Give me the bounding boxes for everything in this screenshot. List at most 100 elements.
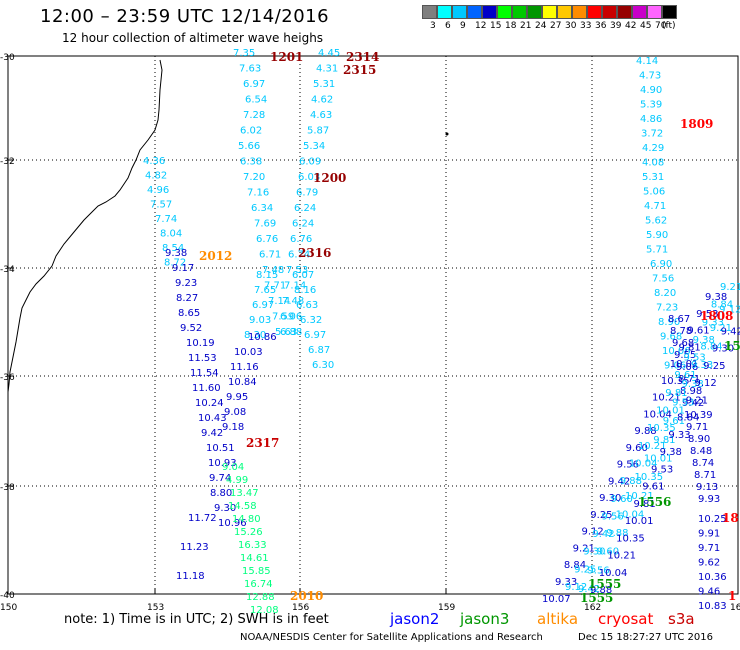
scale-swatch [632,5,647,19]
diagonal-track-value: 9.33 [555,577,577,588]
diagonal-track-value: 9.33 [668,430,690,441]
track-value: 6.06 [280,312,302,323]
diagonal-track-value: 9.38 [705,292,727,303]
diagonal-track-value: 9.81 [653,435,675,446]
track-value: 5.34 [303,141,325,152]
track-value: 9.38 [165,248,187,259]
lat-label: -32 [0,157,15,167]
track-value: 6.09 [299,157,321,168]
diagonal-track-value: 10.04 [643,409,672,420]
track-value: 4.08 [642,158,664,169]
track-value: 14.61 [240,553,269,564]
scale-label: 24 [535,21,547,31]
pass-time-label: 1808 [700,309,733,323]
scale-swatch [482,5,497,19]
track-value: 9.91 [698,529,720,540]
track-value: 12.88 [246,592,275,603]
scale-label: 9 [460,21,466,31]
track-value: 7.20 [243,172,265,183]
track-value: 7.48 [262,265,284,276]
diagonal-track-value: 9.56 [587,565,609,576]
diagonal-track-value: 9.53 [696,309,718,320]
diagonal-track-value: 8.84 [564,560,586,571]
track-value: 11.53 [188,353,217,364]
diagonal-track-value: 8.84 [677,413,699,424]
color-scale-bar [422,5,677,19]
pass-time-label: 2012 [199,249,232,263]
track-value: 4.96 [147,185,169,196]
lon-label: 159 [438,603,455,613]
track-value: 6.74 [288,250,310,261]
diagonal-track-value: 9.42 [608,476,630,487]
diagonal-track-value: 9.33 [691,360,713,371]
diagonal-track-value: 9.60 [626,443,648,454]
track-value: 9.06 [676,362,698,373]
track-value: 6.63 [296,300,318,311]
track-value: 4.86 [640,114,662,125]
track-value: 9.17 [172,263,194,274]
track-value: 6.24 [292,219,314,230]
diagonal-track-value: 8.84 [711,300,733,311]
coastline [7,59,163,393]
timestamp: Dec 15 18:27:27 UTC 2016 [578,632,713,643]
track-value: 4.90 [640,85,662,96]
track-value: 9.30 [214,503,236,514]
chart-subtitle: 12 hour collection of altimeter wave hei… [62,31,324,45]
scale-swatch [662,5,677,19]
track-value: 5.39 [640,100,662,111]
track-value: 8.27 [176,293,198,304]
track-value: 5.06 [643,187,665,198]
track-value: 11.72 [188,513,217,524]
diagonal-track-value: 9.21 [573,543,595,554]
pass-time-label: 2317 [246,436,279,450]
track-value: 8.16 [294,285,316,296]
track-value: 7.23 [656,303,678,314]
track-value: 4.45 [318,48,340,59]
diagonal-track-value: 9.38 [682,379,704,390]
track-value: 9.68 [672,338,694,349]
scale-label: 33 [580,21,592,31]
pass-time-label: 1200 [313,171,346,185]
scale-swatch [512,5,527,19]
track-value: 6.71 [259,250,281,261]
track-value: 16.33 [238,540,267,551]
diagonal-track-value: 8.84 [700,342,722,353]
track-value: 10.39 [684,410,713,421]
track-value: 7.71 [264,281,286,292]
track-value: 6.97 [252,300,274,311]
diagonal-track-value: 9.88 [590,585,612,596]
track-value: 9.03 [249,315,271,326]
track-value: 11.23 [180,542,209,553]
track-value: 9.95 [226,392,248,403]
island-dot [445,132,449,136]
track-value: 7.74 [155,214,177,225]
scale-swatch [422,5,437,19]
track-value: 10.83 [698,601,727,612]
track-value: 6.90 [650,259,672,270]
legend-item-s3a: s3a [668,610,695,628]
pass-time-label: 2314 [346,50,379,64]
track-value: 7.48 [282,296,304,307]
map-frame [7,55,739,595]
track-value: 6.97 [304,330,326,341]
pass-time-label: 15 [724,339,740,353]
diagonal-track-value: 9.61 [674,370,696,381]
diagonal-track-value: 9.88 [634,426,656,437]
diagonal-track-value: 9.21 [686,395,708,406]
diagonal-track-value: 9.81 [665,388,687,399]
scale-label: 27 [550,21,562,31]
track-value: 8.90 [658,317,680,328]
diagonal-track-value: 10.01 [670,359,699,370]
track-value: 11.60 [192,383,221,394]
scale-label: (ft) [662,21,676,31]
track-value: 8.15 [256,270,278,281]
diagonal-track-value: 10.35 [647,423,676,434]
track-value: 5.90 [646,230,668,241]
track-value: 5.62 [645,216,667,227]
scale-label: 70 [655,21,667,31]
track-value: 10.25 [698,514,727,525]
track-value: 8.98 [680,386,702,397]
diagonal-track-value: 9.56 [601,511,623,522]
track-value: 7.59 [272,312,294,323]
track-value: 4.99 [226,475,248,486]
